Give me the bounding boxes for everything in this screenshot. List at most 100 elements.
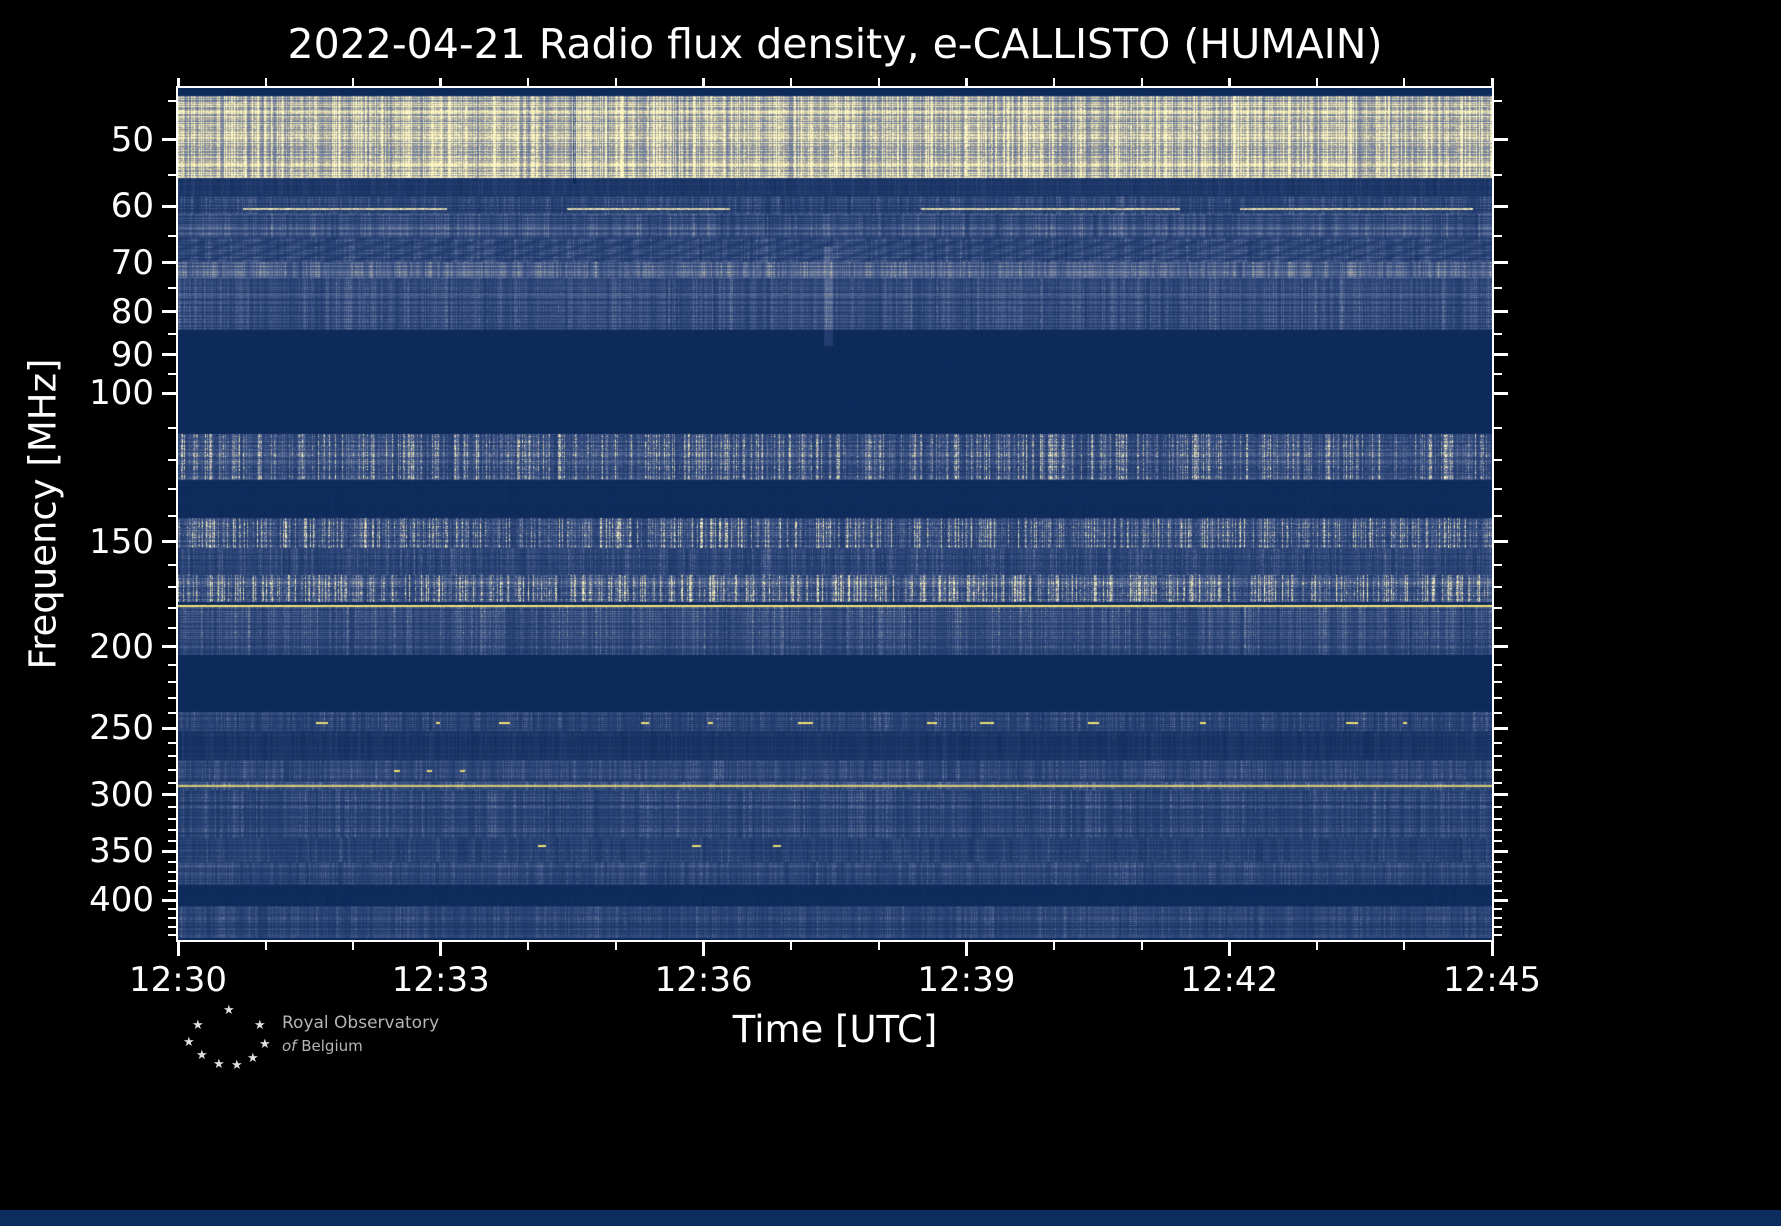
y-tick: [162, 261, 176, 265]
y-minor-tick: [168, 100, 176, 103]
y-tick-right: [1494, 138, 1508, 142]
y-minor-tick-right: [1494, 100, 1502, 103]
y-minor-tick-right: [1494, 458, 1502, 461]
y-minor-tick-right: [1494, 626, 1502, 629]
x-minor-tick-top: [790, 78, 793, 86]
y-tick-label: 60: [110, 186, 154, 227]
y-minor-tick-right: [1494, 805, 1502, 808]
y-minor-tick: [168, 889, 176, 892]
y-tick: [162, 138, 176, 142]
x-minor-tick-top: [1403, 78, 1406, 86]
y-minor-tick-right: [1494, 880, 1502, 883]
x-tick-label: 12:42: [1180, 960, 1279, 1000]
x-tick: [964, 942, 968, 956]
y-minor-tick: [168, 680, 176, 683]
x-tick-label: 12:45: [1443, 960, 1541, 1000]
y-tick: [162, 793, 176, 797]
y-tick-label: 350: [89, 831, 154, 872]
y-minor-tick: [168, 712, 176, 715]
y-minor-tick-right: [1494, 817, 1502, 820]
x-minor-tick-top: [352, 78, 355, 86]
x-minor-tick: [790, 942, 793, 950]
y-minor-tick: [168, 427, 176, 430]
x-tick-top: [964, 78, 968, 86]
x-minor-tick: [527, 942, 530, 950]
y-minor-tick-right: [1494, 173, 1502, 176]
x-tick: [1227, 942, 1231, 956]
y-tick: [162, 726, 176, 730]
y-minor-tick: [168, 925, 176, 928]
y-tick-right: [1494, 204, 1508, 208]
x-tick: [702, 942, 706, 956]
y-minor-tick: [168, 917, 176, 920]
y-minor-tick: [168, 373, 176, 376]
y-tick: [162, 849, 176, 853]
y-minor-tick: [168, 332, 176, 335]
y-minor-tick: [168, 828, 176, 831]
y-minor-tick: [168, 663, 176, 666]
x-minor-tick: [1315, 942, 1318, 950]
y-minor-tick: [168, 564, 176, 567]
y-axis-label: Frequency [MHz]: [21, 358, 65, 670]
y-minor-tick: [168, 934, 176, 937]
spectrogram-canvas: [178, 88, 1492, 940]
y-tick: [162, 540, 176, 544]
y-minor-tick: [168, 586, 176, 589]
y-minor-tick: [168, 287, 176, 290]
y-minor-tick-right: [1494, 781, 1502, 784]
star-icon: ★: [247, 1051, 259, 1066]
y-minor-tick-right: [1494, 427, 1502, 430]
x-tick-top: [1490, 78, 1494, 86]
x-tick-top: [702, 78, 706, 86]
x-tick-label: 12:33: [391, 960, 490, 1000]
x-minor-tick: [1403, 942, 1406, 950]
y-minor-tick: [168, 626, 176, 629]
y-tick: [162, 310, 176, 314]
rob-logo-line2-rest: Belgium: [301, 1037, 363, 1055]
y-tick-label: 300: [89, 774, 154, 815]
y-minor-tick: [168, 870, 176, 873]
plot-area: [176, 86, 1494, 942]
y-tick: [162, 204, 176, 208]
x-minor-tick: [877, 942, 880, 950]
y-tick-right: [1494, 645, 1508, 649]
y-minor-tick-right: [1494, 663, 1502, 666]
y-minor-tick-right: [1494, 889, 1502, 892]
y-tick-label: 70: [110, 242, 154, 283]
y-tick-right: [1494, 310, 1508, 314]
y-minor-tick-right: [1494, 839, 1502, 842]
x-minor-tick: [1053, 942, 1055, 950]
y-tick-right: [1494, 391, 1508, 395]
x-tick: [176, 942, 180, 956]
y-minor-tick: [168, 839, 176, 842]
y-minor-tick: [168, 696, 176, 699]
y-minor-tick-right: [1494, 712, 1502, 715]
y-minor-tick-right: [1494, 828, 1502, 831]
y-tick-right: [1494, 849, 1508, 853]
y-minor-tick: [168, 860, 176, 863]
x-minor-tick-top: [1140, 78, 1143, 86]
star-icon: ★: [231, 1058, 243, 1073]
x-tick-top: [1227, 78, 1231, 86]
x-tick-label: 12:36: [654, 960, 753, 1000]
y-tick: [162, 391, 176, 395]
y-tick-right: [1494, 726, 1508, 730]
x-minor-tick-top: [264, 78, 267, 86]
y-minor-tick: [168, 234, 176, 237]
y-minor-tick-right: [1494, 287, 1502, 290]
y-minor-tick-right: [1494, 234, 1502, 237]
x-tick-label: 12:30: [129, 960, 227, 1000]
y-minor-tick-right: [1494, 586, 1502, 589]
rob-logo-line1: Royal Observatory: [282, 1013, 440, 1033]
y-minor-tick-right: [1494, 917, 1502, 920]
x-tick: [1490, 942, 1494, 956]
y-tick-right: [1494, 261, 1508, 265]
y-tick-label: 250: [89, 708, 154, 749]
y-minor-tick: [168, 768, 176, 771]
y-tick-right: [1494, 898, 1508, 902]
y-minor-tick-right: [1494, 768, 1502, 771]
star-icon: ★: [213, 1057, 225, 1072]
y-minor-tick-right: [1494, 870, 1502, 873]
y-minor-tick-right: [1494, 755, 1502, 758]
